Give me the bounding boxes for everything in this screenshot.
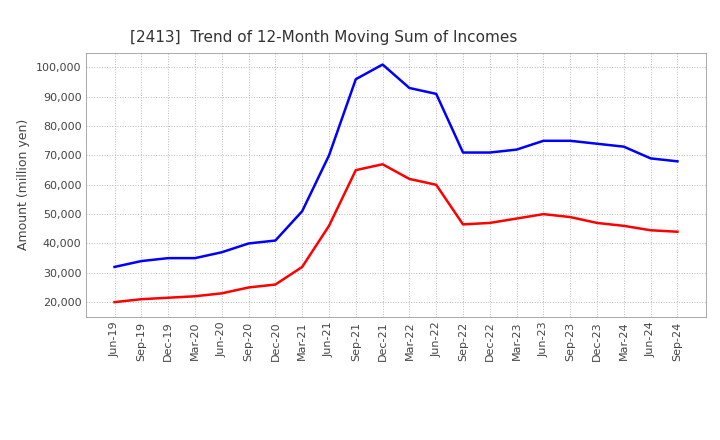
Ordinary Income	[566, 138, 575, 143]
Net Income	[513, 216, 521, 221]
Ordinary Income	[191, 256, 199, 261]
Ordinary Income	[485, 150, 494, 155]
Net Income	[164, 295, 173, 301]
Ordinary Income	[271, 238, 279, 243]
Net Income	[619, 223, 628, 228]
Net Income	[271, 282, 279, 287]
Ordinary Income	[647, 156, 655, 161]
Ordinary Income	[539, 138, 548, 143]
Ordinary Income	[432, 91, 441, 96]
Net Income	[405, 176, 414, 182]
Net Income	[459, 222, 467, 227]
Net Income	[673, 229, 682, 235]
Net Income	[378, 161, 387, 167]
Ordinary Income	[513, 147, 521, 152]
Net Income	[110, 300, 119, 305]
Ordinary Income	[137, 258, 145, 264]
Y-axis label: Amount (million yen): Amount (million yen)	[17, 119, 30, 250]
Net Income	[539, 212, 548, 217]
Ordinary Income	[164, 256, 173, 261]
Net Income	[217, 291, 226, 296]
Ordinary Income	[325, 153, 333, 158]
Net Income	[351, 168, 360, 173]
Ordinary Income	[405, 85, 414, 91]
Line: Ordinary Income: Ordinary Income	[114, 65, 678, 267]
Ordinary Income	[378, 62, 387, 67]
Ordinary Income	[459, 150, 467, 155]
Net Income	[244, 285, 253, 290]
Net Income	[485, 220, 494, 226]
Net Income	[137, 297, 145, 302]
Ordinary Income	[110, 264, 119, 270]
Net Income	[325, 223, 333, 228]
Ordinary Income	[673, 159, 682, 164]
Net Income	[647, 227, 655, 233]
Ordinary Income	[298, 209, 307, 214]
Line: Net Income: Net Income	[114, 164, 678, 302]
Ordinary Income	[619, 144, 628, 149]
Net Income	[432, 182, 441, 187]
Net Income	[191, 293, 199, 299]
Ordinary Income	[244, 241, 253, 246]
Text: [2413]  Trend of 12-Month Moving Sum of Incomes: [2413] Trend of 12-Month Moving Sum of I…	[130, 29, 517, 45]
Net Income	[298, 264, 307, 270]
Ordinary Income	[217, 249, 226, 255]
Ordinary Income	[351, 77, 360, 82]
Net Income	[566, 214, 575, 220]
Ordinary Income	[593, 141, 601, 147]
Net Income	[593, 220, 601, 226]
